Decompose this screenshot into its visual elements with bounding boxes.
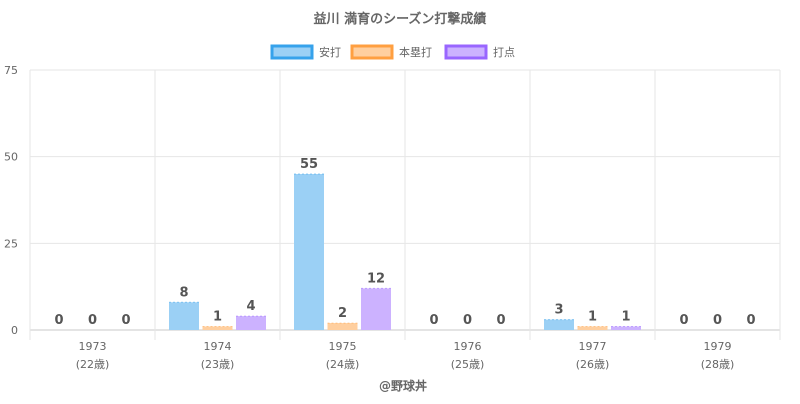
data-label: 0 [713, 313, 722, 328]
data-label: 0 [88, 313, 97, 328]
bar-安打 [294, 174, 324, 330]
credit-text: @野球丼 [379, 378, 427, 393]
gridlines [29, 69, 781, 340]
data-label: 8 [179, 285, 188, 300]
x-tick-label: 1973 [79, 340, 107, 353]
bars [169, 173, 641, 330]
x-tick-sublabel: (22歳) [76, 358, 110, 371]
data-label: 1 [213, 310, 222, 325]
legend-swatch [270, 44, 314, 60]
y-tick-label: 75 [4, 64, 18, 77]
data-label: 0 [429, 313, 438, 328]
data-label: 4 [246, 299, 255, 314]
legend-swatch [350, 44, 394, 60]
legend[interactable]: 安打 本塁打 打点 [270, 44, 515, 60]
legend-label: 本塁打 [399, 45, 432, 59]
bar-本塁打 [327, 323, 358, 330]
bar-本塁打 [202, 326, 233, 330]
bar-打点 [611, 326, 641, 330]
data-label: 0 [463, 313, 472, 328]
bar-打点 [236, 316, 266, 330]
data-label: 1 [621, 310, 630, 325]
x-tick-label: 1979 [704, 340, 732, 353]
x-tick-sublabel: (25歳) [451, 358, 485, 371]
x-tick-sublabel: (23歳) [201, 358, 235, 371]
data-label: 0 [679, 313, 688, 328]
x-tick-sublabel: (24歳) [326, 358, 360, 371]
legend-swatch [444, 44, 488, 60]
x-axis: 1973 (22歳) 1974 (23歳) 1975 (24歳) 1976 (25歳) 1977… [76, 340, 735, 371]
legend-label: 安打 [319, 45, 341, 59]
x-tick-label: 1975 [329, 340, 357, 353]
bar-安打 [544, 319, 574, 330]
x-tick-label: 1976 [454, 340, 482, 353]
y-axis: 0 25 50 75 [4, 64, 18, 337]
chart-title: 益川 満育のシーズン打撃成績 [314, 11, 487, 27]
bar-本塁打 [577, 326, 608, 330]
data-label: 2 [338, 306, 347, 321]
y-tick-label: 0 [11, 324, 18, 337]
data-label: 0 [746, 313, 755, 328]
bar-打点 [361, 288, 391, 330]
x-tick-label: 1974 [204, 340, 232, 353]
data-label: 55 [300, 157, 318, 172]
data-label: 0 [121, 313, 130, 328]
data-label: 3 [554, 303, 563, 318]
data-label: 1 [588, 310, 597, 325]
legend-label: 打点 [493, 45, 515, 59]
data-label: 0 [496, 313, 505, 328]
data-label: 12 [367, 271, 385, 286]
x-tick-sublabel: (28歳) [701, 358, 735, 371]
bar-安打 [169, 302, 199, 330]
y-tick-label: 25 [4, 237, 18, 250]
x-tick-sublabel: (26歳) [576, 358, 610, 371]
x-tick-label: 1977 [579, 340, 607, 353]
data-label: 0 [54, 313, 63, 328]
y-tick-label: 50 [4, 151, 18, 164]
